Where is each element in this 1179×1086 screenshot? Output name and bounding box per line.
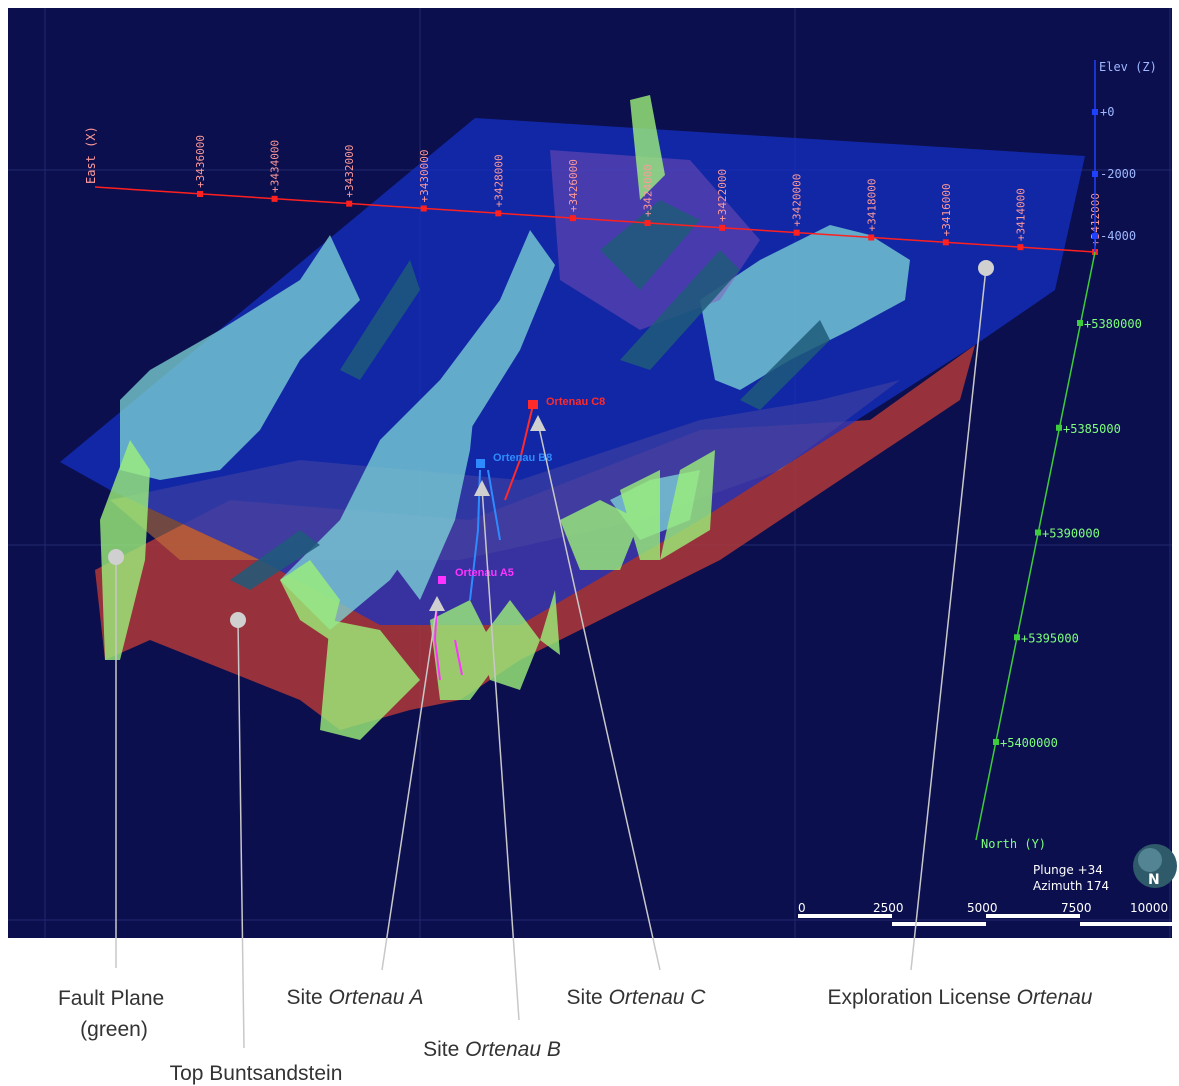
east-axis-tick-label: +3424000 <box>642 164 655 217</box>
elevation-axis-tick-label: -4000 <box>1100 229 1136 243</box>
callout-site-b: Site Ortenau B <box>423 1038 561 1061</box>
callout-arrowheads <box>429 415 546 611</box>
scale-bar: 0 2500 5000 7500 10000 <box>798 901 1174 926</box>
azimuth-readout: Azimuth 174 <box>1033 879 1109 893</box>
compass-north-letter: N <box>1148 872 1160 888</box>
east-axis-tick-label: +3414000 <box>1014 188 1027 241</box>
north-axis-tick-mark <box>1014 634 1020 641</box>
site-a-marker: Ortenau A5 <box>438 567 514 584</box>
callout-exploration-license: Exploration License Ortenau <box>827 986 1092 1009</box>
compass-globe-icon[interactable]: N <box>1133 844 1177 888</box>
north-axis: +5380000 +5385000 +5390000 +5395000 +5400000… <box>975 251 1142 851</box>
east-axis-tick-label: +3436000 <box>194 135 207 188</box>
east-axis-tick-label: +3416000 <box>940 183 953 236</box>
east-axis-tick-mark <box>942 239 949 246</box>
north-axis-tick-label: +5380000 <box>1084 317 1142 331</box>
callout-dots <box>108 260 994 628</box>
north-axis-tick-mark <box>1035 529 1041 536</box>
east-axis-tick-label: +3434000 <box>269 140 282 193</box>
east-axis-tick-mark <box>420 205 427 212</box>
east-axis-tick-label: +3418000 <box>865 179 878 232</box>
east-axis-tick-label: +3426000 <box>567 159 580 212</box>
north-axis-tick-label: +5400000 <box>1000 736 1058 750</box>
north-axis-tick-label: +5390000 <box>1042 527 1100 541</box>
north-axis-tick-label: +5395000 <box>1021 631 1079 645</box>
east-axis-tick-mark <box>719 224 726 231</box>
scale-bar-label: 0 <box>798 901 806 915</box>
scale-bar-label: 7500 <box>1061 901 1092 915</box>
site-a-label: Ortenau A5 <box>455 567 514 579</box>
elevation-axis: Elev (Z) +0 -2000 -4000 <box>1092 60 1157 252</box>
north-axis-tick-mark <box>1077 320 1083 326</box>
callout-site-a: Site Ortenau A <box>287 986 424 1009</box>
elevation-axis-title: Elev (Z) <box>1099 60 1157 74</box>
east-axis-title: East (X) <box>84 126 98 184</box>
east-axis-tick-mark <box>197 191 203 197</box>
scale-bar-label: 10000 <box>1130 901 1168 915</box>
east-axis-tick-label: +3430000 <box>418 150 431 203</box>
elevation-axis-tick-mark <box>1092 109 1098 115</box>
east-axis-tick-label: +3432000 <box>343 145 356 198</box>
plunge-readout: Plunge +34 <box>1033 863 1103 877</box>
north-axis-title: North (Y) <box>981 837 1046 851</box>
north-axis-tick-mark <box>1056 424 1062 431</box>
scale-bar-label: 5000 <box>967 901 998 915</box>
elevation-axis-tick-label: +0 <box>1100 105 1114 119</box>
east-axis-tick-mark <box>868 234 875 241</box>
east-axis-tick-mark <box>793 229 800 236</box>
elevation-axis-tick-mark <box>1092 171 1098 177</box>
east-axis-tick-mark <box>644 220 651 226</box>
elevation-axis-tick-label: -2000 <box>1100 167 1136 181</box>
east-axis-tick-label: +3428000 <box>492 154 505 207</box>
east-axis-tick-mark <box>569 215 576 222</box>
site-c-label: Ortenau C8 <box>546 396 605 408</box>
fault-planes <box>100 95 715 740</box>
site-c-marker: Ortenau C8 <box>528 396 605 409</box>
north-axis-tick-label: +5385000 <box>1063 422 1121 436</box>
dark-fault-streaks <box>230 200 830 590</box>
north-axis-tick-mark <box>993 739 999 745</box>
callout-leaders <box>115 267 987 1049</box>
east-axis-tick-mark <box>271 195 278 202</box>
callout-site-c: Site Ortenau C <box>567 986 707 1009</box>
east-axis-tick-label: +3420000 <box>791 174 804 227</box>
callout-top-buntsandstein: Top Buntsandstein <box>170 1062 343 1085</box>
east-axis: +3436000 +3434000 +3432000 +3430000 +3428000… <box>84 126 1102 255</box>
callout-fault-plane: Fault Plane (green) <box>58 987 170 1041</box>
scale-bar-label: 2500 <box>873 901 904 915</box>
east-axis-tick-label: +3422000 <box>716 169 729 222</box>
east-axis-tick-mark <box>495 210 502 217</box>
site-b-label: Ortenau B8 <box>493 452 552 464</box>
east-axis-tick-mark <box>346 200 353 207</box>
site-b-marker: Ortenau B8 <box>476 452 552 468</box>
east-axis-tick-mark <box>1017 244 1024 251</box>
elevation-axis-tick-mark <box>1092 233 1098 239</box>
